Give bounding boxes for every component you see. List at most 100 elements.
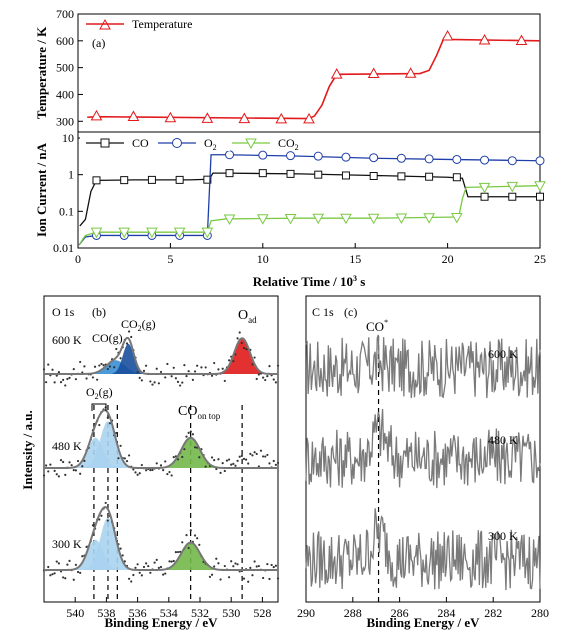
xps-data-point (100, 362, 103, 366)
xps-data-point (155, 558, 158, 562)
xps-data-point (55, 560, 58, 563)
xps-data-point (159, 565, 163, 569)
xps-data-point (272, 459, 275, 463)
xps-data-point (249, 566, 252, 569)
xps-data-point (242, 457, 246, 460)
temperature-y-tick-label: 600 (56, 34, 74, 48)
xps-data-point (223, 469, 226, 473)
annotation-o-ad: Oad (238, 308, 257, 325)
marker-o2 (507, 156, 517, 166)
legend-label-temperature: Temperature (132, 17, 192, 31)
marker-co (175, 175, 184, 184)
xps-data-point (85, 545, 88, 548)
xps-data-point (213, 361, 216, 365)
o2-gas-bracket (91, 403, 107, 411)
time-x-ticks: 0 5 10 15 20 25 (75, 243, 546, 266)
time-x-tick-label: 10 (257, 252, 269, 266)
temperature-marker (275, 112, 288, 124)
ion-current-series (78, 150, 546, 246)
xps-data-point (162, 573, 165, 576)
marker-co (203, 175, 212, 184)
ion-current-line-o2 (78, 154, 541, 246)
xps-spectrum-line (305, 508, 541, 591)
xps-data-point (198, 456, 201, 459)
xps-data-point (98, 364, 101, 367)
xps-data-point (57, 562, 60, 565)
xps-x-tick-label: 288 (344, 606, 362, 620)
xps-data-point (42, 474, 46, 477)
xps-data-point (210, 573, 214, 576)
xps-x-tick-label: 530 (222, 606, 240, 620)
ion-current-y-ticks: 0.01 0.1 1 10 (53, 131, 83, 255)
xps-data-point (96, 378, 99, 381)
xps-data-point (257, 465, 260, 468)
temperature-marker (330, 68, 343, 79)
xps-data-point (83, 365, 86, 368)
annotation-co-on-top: COon top (178, 404, 221, 421)
xps-data-point (193, 534, 197, 537)
xps-data-point (234, 464, 237, 467)
xps-x-tick-label: 286 (391, 606, 409, 620)
xps-data-point (115, 431, 118, 435)
panel-label-c: (c) (344, 305, 357, 319)
xps-data-point (72, 368, 75, 371)
xps-data-point (55, 473, 58, 476)
xps-data-point (242, 577, 246, 580)
xps-data-point (147, 564, 150, 568)
xps-data-point (236, 563, 239, 566)
xps-data-point (196, 364, 199, 367)
marker-co2 (146, 227, 158, 239)
xps-data-point (123, 457, 126, 460)
xps-data-point (236, 459, 239, 462)
xps-data-point (176, 458, 180, 461)
xps-data-point (223, 564, 226, 568)
xps-data-point (238, 331, 241, 334)
xps-data-point (204, 465, 207, 468)
xps-data-point (79, 360, 82, 364)
xps-data-point (176, 380, 180, 383)
xps-data-point (47, 363, 50, 366)
xps-data-point (74, 378, 78, 381)
xps-data-point (253, 356, 256, 359)
xps-data-point (136, 563, 139, 566)
marker-co2 (223, 214, 236, 225)
xps-data-point (183, 364, 186, 367)
xps-data-point (45, 464, 48, 467)
xps-data-point (247, 462, 250, 465)
xps-data-point (57, 475, 60, 478)
xps-data-point (255, 452, 258, 456)
xps-data-point (215, 557, 218, 560)
temperature-marker (90, 109, 103, 121)
marker-co (341, 171, 350, 180)
c1s-temp-300: 300 K (488, 529, 518, 543)
xps-data-point (174, 377, 177, 380)
xps-data-point (159, 464, 163, 467)
xps-data-point (42, 368, 46, 371)
xps-x-tick-label: 540 (66, 606, 84, 620)
xps-data-point (268, 365, 271, 368)
xps-data-point (149, 571, 152, 574)
xps-data-point (187, 370, 190, 373)
xps-data-point (257, 373, 260, 376)
marker-o2 (369, 153, 379, 163)
xps-data-point (93, 365, 97, 368)
xps-data-point (164, 572, 167, 575)
xps-data-point (74, 563, 78, 566)
annotation-co2-gas: CO2(g) (121, 317, 156, 333)
o1s-x-ticks: 540 538 536 534 532 530 528 (66, 597, 271, 620)
xps-data-point (268, 577, 271, 581)
marker-o2 (258, 150, 268, 160)
xps-data-point (200, 366, 203, 369)
xps-data-point (47, 470, 50, 473)
xps-data-point (257, 564, 260, 568)
xps-data-point (262, 576, 265, 580)
xps-data-point (213, 565, 216, 568)
xps-data-point (272, 565, 275, 569)
xps-data-point (76, 459, 80, 463)
xps-data-point (125, 342, 129, 345)
marker-co (92, 176, 101, 185)
xps-data-point (172, 456, 175, 459)
xps-data-point (117, 457, 120, 460)
xps-data-point (106, 416, 109, 419)
xps-data-point (249, 452, 252, 455)
